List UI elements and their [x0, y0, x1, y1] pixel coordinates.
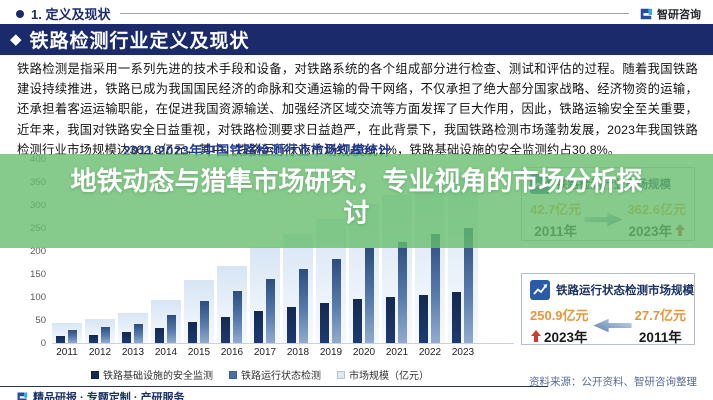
- brand-logo-icon: [639, 7, 653, 21]
- legend-item: 铁路运行状态检测: [229, 367, 321, 382]
- section-banner-title: 铁路检测行业定义及现状: [29, 31, 250, 52]
- bar-铁路基础设施的安全监测-2020: [353, 298, 362, 343]
- bar-铁路运行状态检测-2021: [398, 241, 407, 343]
- stat-left-value: 250.9亿元: [530, 308, 589, 323]
- stat-left-year: 2023年: [531, 326, 588, 346]
- bar-铁路基础设施的安全监测-2023: [452, 291, 461, 343]
- diamond-icon: ◆: [10, 31, 22, 48]
- x-tick-2018: 2018: [286, 347, 310, 358]
- legend-item: 市场规模（亿元）: [337, 367, 429, 382]
- promo-overlay-title: 地铁动态与猎隼市场研究，专业视角的市场分析探讨: [70, 166, 643, 228]
- legend-swatch: [91, 370, 99, 379]
- stat-card-title: 铁路运行状态检测市场规模: [556, 285, 694, 297]
- brand-logo-icon: [16, 391, 28, 400]
- bullet-icon: [16, 9, 24, 18]
- x-tick-2016: 2016: [220, 347, 244, 358]
- x-axis-line: [52, 343, 514, 344]
- bar-铁路运行状态检测-2012: [101, 327, 110, 343]
- stat-card-header: 铁路运行状态检测市场规模: [530, 280, 694, 300]
- bar-铁路运行状态检测-2018: [299, 269, 308, 343]
- legend-label: 铁路基础设施的安全监测: [103, 371, 213, 382]
- bar-铁路基础设施的安全监测-2011: [56, 336, 65, 343]
- footer-slogan: 精品研报 · 专题定制 · 产研服务: [33, 392, 185, 400]
- stat-left: 250.9亿元 2023年: [530, 305, 589, 346]
- legend-label: 市场规模（亿元）: [349, 371, 429, 382]
- promo-overlay: 地铁动态与猎隼市场研究，专业视角的市场分析探讨: [0, 154, 713, 248]
- bar-铁路基础设施的安全监测-2017: [254, 311, 263, 343]
- bar-铁路运行状态检测-2020: [365, 247, 374, 343]
- bar-铁路基础设施的安全监测-2018: [287, 307, 296, 343]
- legend-item: 铁路基础设施的安全监测: [91, 367, 213, 382]
- bar-铁路运行状态检测-2013: [134, 323, 143, 343]
- legend-swatch: [229, 370, 237, 379]
- footer-divider: [0, 386, 548, 387]
- footer-bar: 精品研报 · 专题定制 · 产研服务: [16, 389, 185, 400]
- bar-铁路基础设施的安全监测-2019: [320, 302, 329, 343]
- legend-swatch: [337, 370, 345, 379]
- x-tick-2019: 2019: [319, 347, 343, 358]
- x-tick-2011: 2011: [56, 347, 78, 358]
- bar-铁路基础设施的安全监测-2013: [122, 332, 131, 343]
- x-tick-2022: 2022: [418, 347, 442, 358]
- bar-铁路运行状态检测-2019: [332, 258, 341, 343]
- bar-铁路基础设施的安全监测-2014: [155, 328, 164, 343]
- x-tick-2021: 2021: [385, 347, 409, 358]
- source-note: 资料来源：公开资料、智研咨询整理: [529, 376, 697, 388]
- divider-line: [120, 13, 629, 14]
- stat-right-value: 27.7亿元: [634, 308, 686, 323]
- y-tick-50: 50: [35, 315, 46, 326]
- y-tick-150: 150: [30, 269, 46, 280]
- bar-铁路运行状态检测-2015: [200, 301, 209, 343]
- bar-铁路运行状态检测-2017: [266, 279, 275, 343]
- section-banner: ◆ 铁路检测行业定义及现状: [0, 24, 713, 55]
- y-tick-200: 200: [30, 246, 46, 257]
- chart-up-icon: [530, 280, 550, 300]
- x-tick-2012: 2012: [88, 347, 112, 358]
- intro-paragraph: 铁路检测是指采用一系列先进的技术手段和设备，对铁路系统的各个组成部分进行检查、测…: [17, 62, 698, 157]
- arrow-left-icon: [592, 317, 632, 334]
- stat-card-body: 250.9亿元 2023年 27.7亿元 2011年: [530, 305, 686, 346]
- y-tick-0: 0: [40, 338, 46, 349]
- x-tick-2017: 2017: [253, 347, 277, 358]
- bar-铁路基础设施的安全监测-2021: [386, 296, 395, 343]
- up-arrow-icon: [531, 330, 541, 342]
- stat-left-year-text: 2023年: [544, 330, 588, 345]
- bar-铁路基础设施的安全监测-2015: [188, 321, 197, 343]
- x-tick-2023: 2023: [451, 347, 475, 358]
- bar-铁路运行状态检测-2011: [68, 330, 77, 343]
- top-bar: 1. 定义及现状 智研咨询: [16, 5, 701, 22]
- stat-right: 27.7亿元 2011年: [635, 305, 686, 346]
- x-tick-2013: 2013: [121, 347, 145, 358]
- y-tick-100: 100: [30, 292, 46, 303]
- bar-铁路运行状态检测-2014: [167, 314, 176, 343]
- bar-铁路基础设施的安全监测-2012: [89, 334, 98, 343]
- section-label: 1. 定义及现状: [31, 7, 111, 22]
- x-tick-2015: 2015: [187, 347, 211, 358]
- bar-铁路运行状态检测-2023: [464, 227, 473, 343]
- brand-logo-text: 智研咨询: [657, 8, 701, 21]
- stat-right-year: 2011年: [638, 330, 682, 345]
- x-tick-2014: 2014: [154, 347, 178, 358]
- bar-铁路基础设施的安全监测-2016: [221, 317, 230, 343]
- brand-logo: 智研咨询: [639, 6, 701, 22]
- legend-label: 铁路运行状态检测: [241, 371, 321, 382]
- bar-铁路运行状态检测-2016: [233, 291, 242, 343]
- bar-铁路基础设施的安全监测-2022: [419, 294, 428, 343]
- stat-card-state-detection: 铁路运行状态检测市场规模 250.9亿元 2023年: [521, 273, 695, 345]
- x-tick-2020: 2020: [352, 347, 376, 358]
- bar-铁路运行状态检测-2022: [431, 234, 440, 343]
- chart-legend: 铁路基础设施的安全监测 铁路运行状态检测 市场规模（亿元）: [20, 367, 500, 382]
